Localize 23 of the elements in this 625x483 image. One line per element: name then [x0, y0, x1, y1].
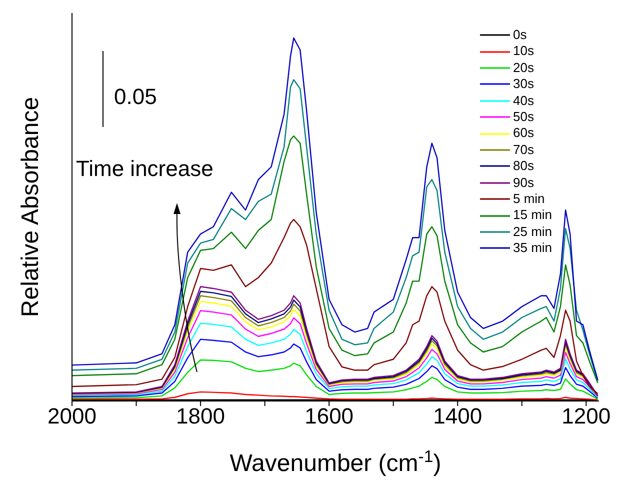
annotation: Time increase	[76, 156, 214, 181]
legend-label: 35 min	[513, 240, 552, 257]
x-axis-title: Wavenumber (cm$^{-1}$)	[230, 446, 442, 477]
y-axis-title: Relative Absorbance	[17, 96, 44, 318]
legend-label: 60s	[513, 125, 534, 142]
legend-label: 50s	[513, 109, 534, 126]
legend-label: 70s	[513, 142, 534, 158]
legend-label: 10s	[513, 43, 534, 60]
legend-label: 5 min	[513, 191, 545, 208]
x-tick-label: 1200	[562, 404, 611, 429]
legend-label: 0s	[513, 27, 527, 44]
x-tick-label: 2000	[48, 404, 96, 429]
x-tick-label: 1400	[433, 404, 482, 429]
x-tick-label: 1800	[176, 404, 226, 429]
legend-label: 40s	[513, 92, 534, 110]
legend-label: 90s	[513, 174, 534, 192]
legend-label: 80s	[513, 158, 534, 175]
legend-label: 30s	[513, 76, 534, 93]
x-tick-label: 1600	[304, 404, 354, 429]
legend-label: 20s	[513, 60, 534, 76]
legend-label: 15 min	[513, 207, 552, 224]
legend-label: 25 min	[513, 224, 552, 240]
annotation: 0.05	[114, 84, 157, 109]
